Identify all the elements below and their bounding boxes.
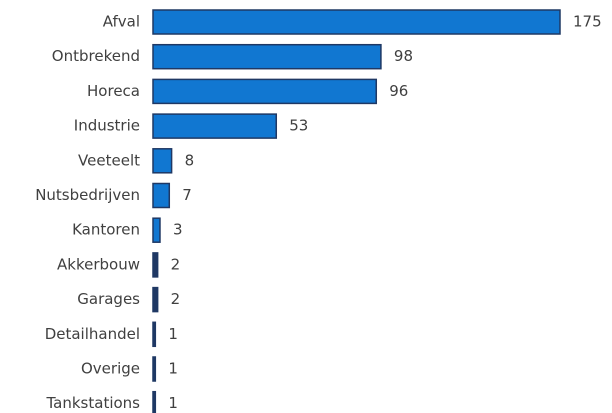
value-label: 98	[394, 47, 413, 65]
value-label: 175	[573, 13, 602, 31]
value-label: 1	[168, 360, 178, 378]
bar-horeca	[152, 78, 378, 105]
bar-afval	[152, 9, 561, 35]
value-label: 1	[168, 325, 178, 343]
category-label: Industrie	[74, 117, 140, 135]
category-label: Tankstations	[45, 394, 140, 412]
bar-overige	[152, 356, 157, 382]
category-label: Afval	[103, 13, 140, 31]
value-label: 53	[289, 117, 308, 135]
bar-veeteelt	[152, 148, 173, 174]
bar-kantoren	[152, 217, 161, 243]
value-label: 2	[171, 255, 181, 273]
category-label: Horeca	[87, 82, 140, 100]
bar-tankstations	[152, 390, 157, 413]
value-label: 3	[173, 221, 183, 239]
category-label: Veeteelt	[78, 151, 140, 169]
value-labels: 175 98 96 53 8 7 3 2 2 1 1 1	[168, 13, 601, 413]
value-label: 8	[185, 151, 195, 169]
bar-ontbrekend	[152, 43, 382, 70]
category-label: Akkerbouw	[57, 255, 140, 273]
category-label: Ontbrekend	[52, 47, 140, 65]
value-label: 7	[182, 186, 192, 204]
value-label: 96	[389, 82, 408, 100]
category-label: Nutsbedrijven	[35, 186, 140, 204]
category-label: Overige	[81, 360, 140, 378]
category-labels: Afval Ontbrekend Horeca Industrie Veeteelt Nu…	[35, 13, 140, 413]
bar-nutsbedrijven	[152, 182, 171, 209]
bar-detailhandel	[152, 321, 157, 348]
bar-akkerbouw	[152, 252, 159, 278]
value-label: 2	[171, 290, 181, 308]
category-label: Detailhandel	[45, 325, 140, 343]
bar-garages	[152, 286, 159, 313]
bar-industrie	[152, 113, 278, 139]
value-label: 1	[168, 394, 178, 412]
category-label: Garages	[77, 290, 140, 308]
category-label: Kantoren	[72, 221, 140, 239]
bars	[152, 9, 561, 413]
